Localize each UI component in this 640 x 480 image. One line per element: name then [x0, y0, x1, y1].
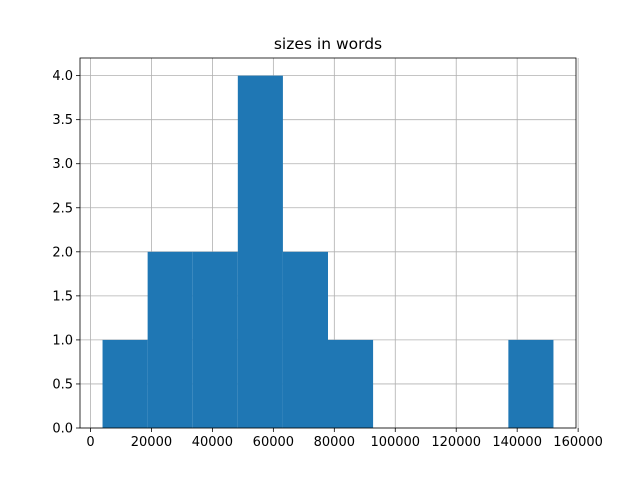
y-tick-label: 2.0 — [52, 245, 73, 260]
y-tick-label: 1.0 — [52, 333, 73, 348]
x-tick-label: 100000 — [370, 435, 420, 450]
x-tick-label: 60000 — [253, 435, 294, 450]
bar — [147, 251, 193, 428]
y-tick-label: 0.5 — [52, 377, 73, 392]
bar — [237, 75, 283, 428]
x-tick-label: 20000 — [131, 435, 172, 450]
bar — [508, 339, 554, 428]
y-tick-label: 0.0 — [52, 422, 73, 437]
bar — [282, 251, 328, 428]
x-tick-label: 80000 — [314, 435, 355, 450]
y-tick-label: 3.0 — [52, 157, 73, 172]
plot-frame — [79, 57, 577, 429]
bar — [192, 251, 238, 428]
bar — [102, 339, 148, 428]
chart-title: sizes in words — [274, 35, 382, 53]
y-tick-label: 1.5 — [52, 289, 73, 304]
bar — [328, 339, 374, 428]
x-tick-label: 120000 — [431, 435, 481, 450]
x-tick-label: 0 — [86, 435, 94, 450]
x-tick-label: 140000 — [492, 435, 542, 450]
x-tick-label: 40000 — [192, 435, 233, 450]
y-tick-label: 4.0 — [52, 69, 73, 84]
x-tick-label: 160000 — [553, 435, 603, 450]
y-tick-label: 3.5 — [52, 113, 73, 128]
y-tick-label: 2.5 — [52, 201, 73, 216]
